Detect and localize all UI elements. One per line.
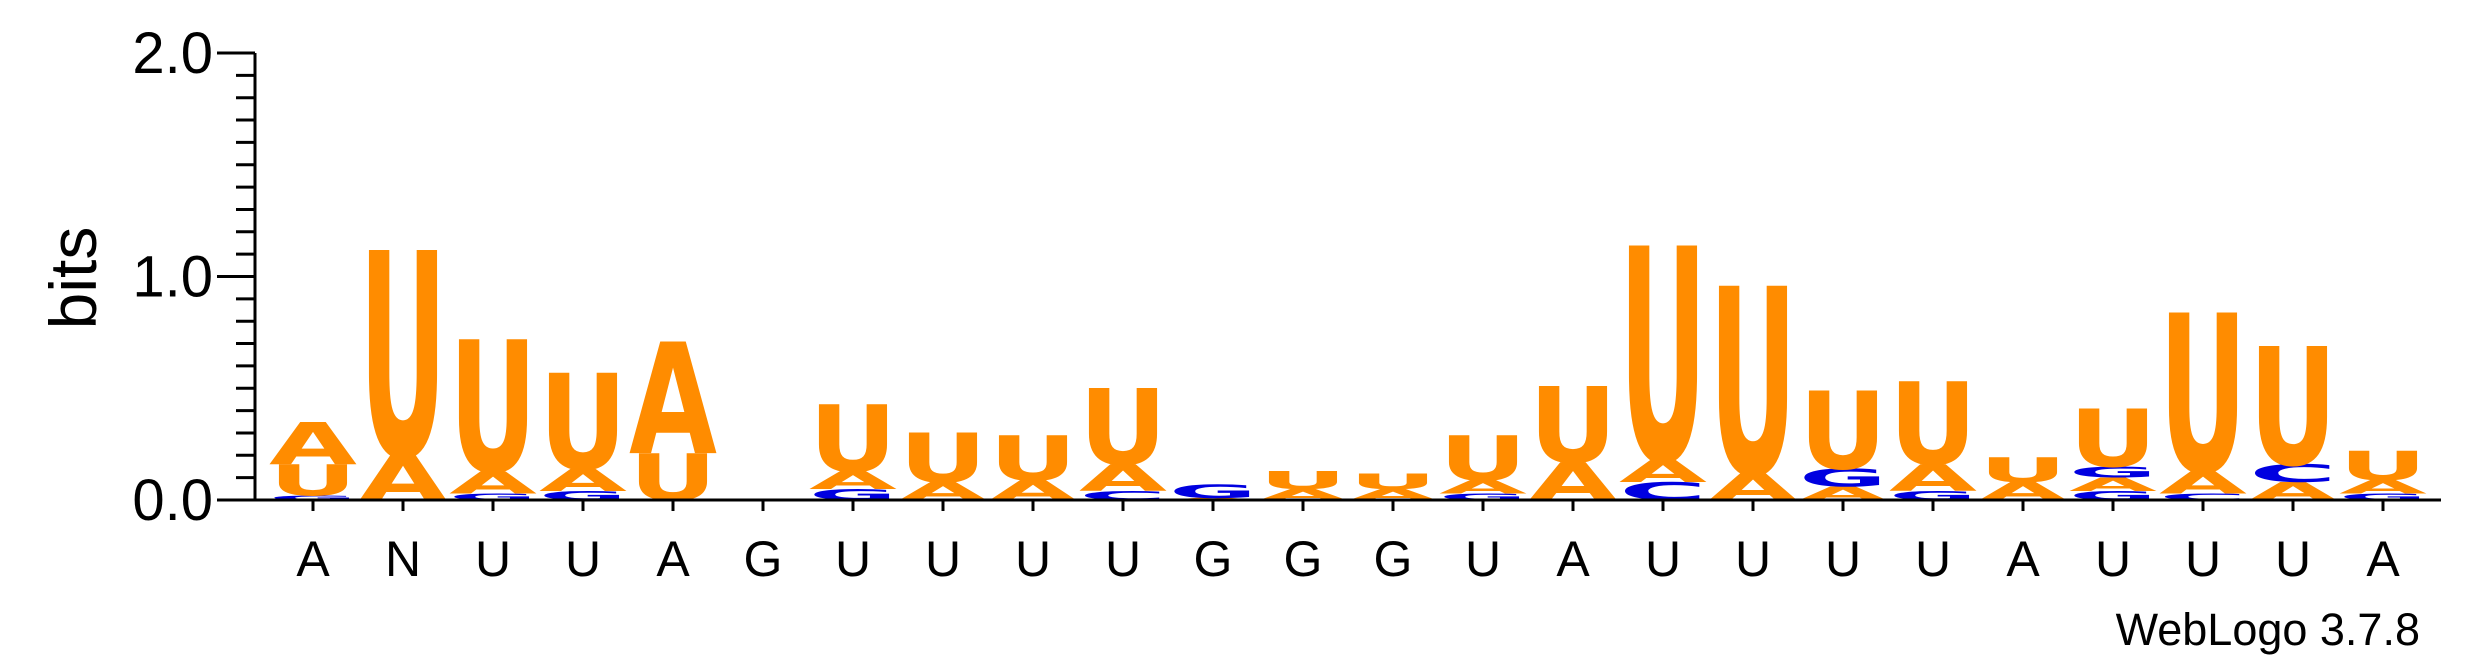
x-tick-label: U [1015, 531, 1051, 587]
x-tick-label: U [2275, 531, 2311, 587]
logo-letter-a: A [1619, 454, 1708, 490]
logo-letter-u: U [2339, 443, 2427, 489]
logo-letter-u: U [269, 457, 357, 506]
logo-letter-a: A [2159, 465, 2248, 501]
x-tick-label: U [475, 531, 511, 587]
x-tick-label: G [744, 531, 783, 587]
logo-letter-u: U [1529, 366, 1617, 487]
logo-letter-u: U [1799, 370, 1887, 494]
logo-stacks: GUAAUGAUGAUUAGAUAUAUCAUAGAUAUGAUAUCAUAUA… [269, 188, 2427, 535]
x-tick-label: N [385, 531, 421, 587]
x-tick-label: U [1825, 531, 1861, 587]
logo-letter-a: A [449, 465, 538, 501]
logo-letter-a: A [1079, 457, 1167, 500]
logo-letter-u: U [1979, 451, 2067, 490]
logo-letter-g: G [2069, 464, 2157, 482]
logo-letter-c: C [2159, 492, 2247, 503]
y-tick-label: 2.0 [132, 21, 213, 86]
x-tick-label: A [2366, 531, 2400, 587]
logo-letter-a: A [2339, 476, 2427, 497]
y-axis-label: bits [36, 227, 110, 330]
logo-letter-g: G [1169, 481, 1257, 502]
logo-letter-u: U [1619, 188, 1707, 530]
logo-letter-a: A [2069, 474, 2157, 495]
logo-letter-u: U [1259, 466, 1347, 495]
y-tick-label: 0.0 [132, 468, 213, 533]
logo-letter-g: G [269, 494, 357, 501]
logo-letter-u: U [2159, 270, 2247, 523]
logo-letter-u: U [1079, 368, 1167, 489]
logo-letter-a: A [1439, 476, 1527, 497]
x-tick-label: A [656, 531, 690, 587]
logo-letter-u: U [2249, 314, 2337, 503]
weblogo-credit: WebLogo 3.7.8 [2116, 604, 2420, 655]
logo-letter-u: U [989, 423, 1077, 495]
x-tick-label: U [565, 531, 601, 587]
x-tick-label: G [1194, 531, 1233, 587]
logo-letter-g: G [449, 491, 537, 502]
x-tick-label: A [2006, 531, 2040, 587]
logo-letter-u: U [809, 386, 897, 493]
x-tick-label: U [2095, 531, 2131, 587]
y-tick-label: 1.0 [132, 245, 213, 310]
x-tick-label: U [1915, 531, 1951, 587]
x-tick-label: A [296, 531, 330, 587]
x-tick-label: U [925, 531, 961, 587]
logo-letter-u: U [449, 305, 537, 515]
x-tick-label: A [1556, 531, 1590, 587]
logo-letter-u: U [2069, 394, 2157, 486]
logo-letter-g: G [1439, 491, 1527, 502]
x-tick-label: U [1465, 531, 1501, 587]
logo-letter-u: U [1439, 423, 1527, 495]
x-tick-label: U [1105, 531, 1141, 587]
logo-letter-u: U [539, 348, 627, 501]
logo-letter-a: A [629, 311, 717, 489]
y-axis: 0.0 1.0 2.0 [132, 21, 257, 533]
logo-letter-u: U [1889, 360, 1977, 492]
logo-letter-a: A [809, 466, 897, 494]
logo-letter-u: U [359, 195, 447, 522]
logo-letter-g: G [1799, 464, 1887, 492]
x-tick-label: G [1284, 531, 1323, 587]
x-tick-label: G [1374, 531, 1413, 587]
logo-letter-g: G [2339, 491, 2427, 502]
x-tick-label: U [1645, 531, 1681, 587]
logo-letter-a: A [539, 463, 628, 499]
logo-letter-u: U [1709, 235, 1797, 535]
logo-letter-a: A [269, 411, 357, 479]
x-tick-label: U [2185, 531, 2221, 587]
x-tick-label: U [835, 531, 871, 587]
logo-letter-u: U [899, 420, 987, 498]
logo-letter-u: U [1349, 469, 1437, 494]
logo-letter-c: C [2249, 460, 2337, 488]
logo-letter-a: A [1889, 457, 1977, 500]
x-tick-label: U [1735, 531, 1771, 587]
